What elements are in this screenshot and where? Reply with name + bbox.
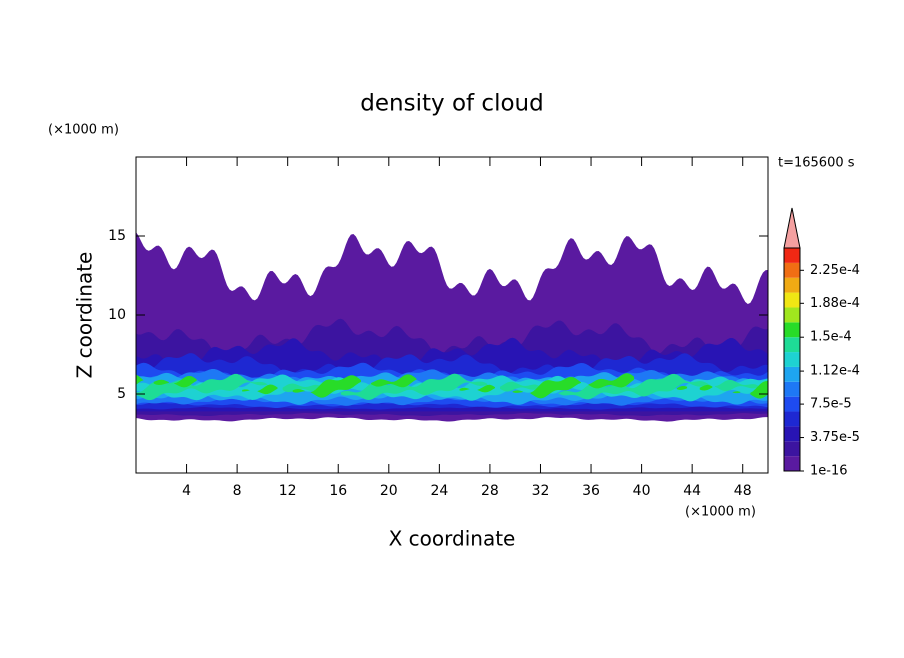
x-tick-label: 48 [734,483,752,499]
contour-fill [340,373,488,400]
colorbar-tick-label: 1.12e-4 [810,364,860,379]
y-axis-label: Z coordinate [73,252,97,379]
contour-fill [310,375,361,398]
contour-fill [153,379,169,386]
colorbar-bin [784,337,800,353]
colorbar-bin [784,307,800,323]
y-tick-label: 15 [108,228,126,244]
colorbar-bin [784,381,800,397]
colorbar-bin [784,411,800,427]
contour-fill [282,383,324,393]
x-unit: (×1000 m) [685,505,756,520]
x-tick-label: 4 [182,483,191,499]
colorbar-tick-label: 1.88e-4 [810,296,860,311]
colorbar-bin [784,322,800,338]
y-unit: (×1000 m) [48,123,119,138]
contour-fill [136,373,268,401]
colorbar-bin [784,248,800,263]
contour-fill [173,375,197,388]
colorbar-bin [784,277,800,293]
y-tick-label: 5 [117,386,126,402]
chart-title: density of cloud [360,91,543,117]
contour-fill [732,391,741,394]
colorbar-tick-label: 2.25e-4 [810,263,860,278]
colorbar-bin [784,366,800,382]
y-tick-label: 10 [108,307,126,323]
contour-fill [558,373,710,400]
contour-fill [714,379,758,392]
contour-fill [136,374,144,385]
x-tick-label: 44 [683,483,701,499]
colorbar-frame [783,247,801,472]
contour-fill [512,390,523,393]
x-tick-label: 36 [582,483,600,499]
colorbar-bin [784,292,800,308]
x-tick-label: 28 [481,483,499,499]
colorbar-bin [784,352,800,367]
colorbar-bin [784,262,800,278]
contour-fill [371,374,417,388]
colorbar-bin [784,426,800,442]
x-tick-label: 20 [380,483,398,499]
contour-fill [530,376,581,399]
x-tick-label: 40 [633,483,651,499]
contour-fill [500,381,541,392]
x-axis-label: X coordinate [389,527,516,551]
contour-fill [477,384,495,393]
contour-fill [588,373,635,389]
x-tick-label: 12 [279,483,297,499]
x-tick-label: 32 [532,483,550,499]
x-tick-label: 16 [329,483,347,499]
contour-fill [292,388,306,393]
colorbar-bin [784,441,800,457]
contour-fill [459,387,470,391]
colorbar-tick-label: 3.75e-5 [810,430,860,445]
colorbar-bin [784,396,800,412]
contour-fill [242,389,250,392]
time-annotation: t=165600 s [778,156,855,171]
colorbar-tick-label: 1.5e-4 [810,330,852,345]
colorbar-tick-label: 7.5e-5 [810,397,852,412]
x-tick-label: 24 [430,483,448,499]
contour-fill [257,384,278,395]
colorbar-tick-label: 1e-16 [810,464,848,479]
contour-fill [699,384,713,391]
colorbar-extend [783,207,801,249]
colorbar-bin [784,456,800,471]
contour-fill [676,385,688,390]
x-tick-label: 8 [233,483,242,499]
